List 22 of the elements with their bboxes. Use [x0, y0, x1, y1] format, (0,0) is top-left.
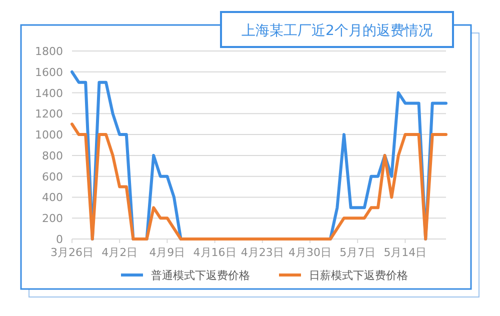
- x-tick-label: 4月16日: [193, 246, 236, 259]
- x-tick-label: 5月14日: [384, 246, 427, 259]
- y-tick-label: 1200: [35, 108, 63, 121]
- y-tick-label: 1000: [35, 128, 63, 142]
- legend-label: 日薪模式下返费价格: [309, 269, 408, 282]
- y-tick-label: 1400: [35, 86, 63, 100]
- x-tick-label: 5月7日: [340, 246, 376, 259]
- x-tick-label: 4月30日: [288, 246, 332, 259]
- y-tick-label: 800: [42, 149, 63, 162]
- chart-title: 上海某工厂近2个月的返费情况: [242, 23, 432, 39]
- x-tick-label: 3月26日: [50, 246, 94, 259]
- y-tick-label: 200: [42, 212, 63, 226]
- y-tick-label: 600: [42, 170, 63, 184]
- y-tick-label: 1800: [35, 45, 63, 58]
- x-tick-label: 4月23日: [240, 246, 284, 259]
- x-tick-label: 4月9日: [149, 246, 186, 259]
- legend-label: 普通模式下返费价格: [151, 269, 250, 282]
- y-tick-label: 400: [42, 191, 63, 204]
- y-tick-label: 1600: [35, 66, 63, 79]
- line-series: [70, 122, 448, 240]
- y-tick-label: 0: [56, 233, 63, 246]
- x-tick-label: 4月2日: [102, 246, 138, 259]
